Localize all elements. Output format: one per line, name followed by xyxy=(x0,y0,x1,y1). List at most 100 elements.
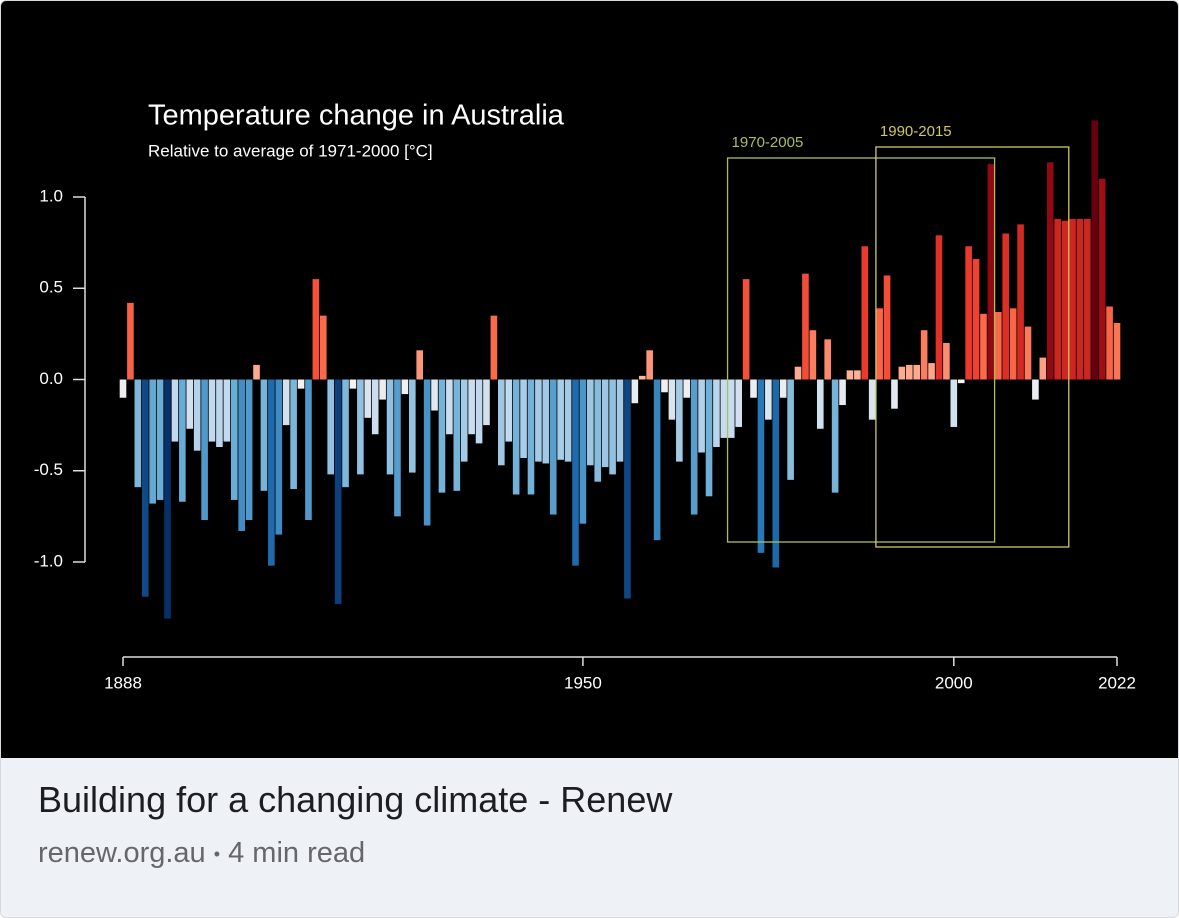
bar xyxy=(772,379,780,568)
article-meta: renew.org.au • 4 min read xyxy=(38,837,1158,870)
bar xyxy=(171,379,179,442)
bar xyxy=(357,379,364,475)
bar xyxy=(512,379,520,495)
bar xyxy=(1113,322,1121,380)
bar xyxy=(1009,308,1017,380)
bar xyxy=(690,379,698,515)
y-tick-label: 0.5 xyxy=(39,278,63,297)
separator: • xyxy=(213,843,221,864)
bar xyxy=(423,379,431,526)
bar xyxy=(824,339,832,380)
bar xyxy=(290,379,297,489)
bar xyxy=(141,379,149,597)
bar xyxy=(876,308,883,380)
bar xyxy=(995,311,1002,380)
bar xyxy=(127,302,134,380)
bar xyxy=(676,379,683,462)
bar xyxy=(757,379,765,553)
bar xyxy=(794,366,802,380)
bar xyxy=(164,379,171,619)
chart-image: Temperature change in Australia Relative… xyxy=(1,1,1178,758)
bar xyxy=(364,379,372,418)
annotation-label: 1990-2015 xyxy=(880,123,952,140)
bar xyxy=(846,370,854,380)
bar xyxy=(119,379,127,398)
bar xyxy=(260,379,268,491)
bar xyxy=(1091,120,1099,380)
bar xyxy=(572,379,579,566)
bar xyxy=(371,379,379,435)
bar xyxy=(839,379,846,406)
bar xyxy=(579,379,587,524)
y-tick-label: 1.0 xyxy=(39,186,63,205)
bar xyxy=(505,379,513,442)
bar xyxy=(557,379,564,460)
chart-title: Temperature change in Australia xyxy=(148,100,565,132)
bar xyxy=(319,315,327,380)
bar xyxy=(683,379,691,398)
chart-subtitle: Relative to average of 1971-2000 [°C] xyxy=(148,141,433,160)
bar xyxy=(905,364,913,380)
annotation-box xyxy=(726,157,996,543)
bar xyxy=(446,379,453,435)
y-tick-label: -0.5 xyxy=(34,460,63,479)
bar xyxy=(498,379,505,466)
bar xyxy=(928,363,935,380)
bar xyxy=(179,379,186,502)
bar xyxy=(1024,326,1032,380)
bar xyxy=(1046,162,1054,380)
bar xyxy=(957,379,965,384)
bar xyxy=(490,315,498,380)
y-tick-label: 0.0 xyxy=(39,369,63,388)
bar xyxy=(1002,233,1010,380)
bar xyxy=(868,379,876,420)
bar xyxy=(542,379,550,464)
bar xyxy=(705,379,713,497)
bar xyxy=(408,379,416,473)
bar xyxy=(527,379,535,495)
bar xyxy=(475,379,483,444)
bar xyxy=(698,379,705,453)
x-tick-label: 2022 xyxy=(1098,673,1136,692)
bar xyxy=(238,379,245,531)
bar xyxy=(972,259,980,380)
annotation-box xyxy=(875,146,1070,548)
y-tick-label: -1.0 xyxy=(34,551,63,570)
bar xyxy=(549,379,557,515)
bar xyxy=(898,366,906,380)
bar xyxy=(193,379,201,451)
x-tick-label: 1950 xyxy=(564,673,602,692)
bar xyxy=(312,279,320,380)
bar xyxy=(935,235,943,380)
bar xyxy=(646,350,653,380)
bar xyxy=(223,379,231,442)
bar xyxy=(282,379,290,426)
article-title[interactable]: Building for a changing climate - Renew xyxy=(38,779,673,820)
source: renew.org.au xyxy=(38,837,206,869)
bar xyxy=(965,246,972,380)
bar xyxy=(156,379,164,500)
bar xyxy=(186,379,194,429)
bar xyxy=(253,364,260,380)
bar xyxy=(653,379,661,541)
bar xyxy=(594,379,602,482)
bar xyxy=(802,273,809,380)
bar xyxy=(149,379,156,504)
bar xyxy=(1017,224,1024,380)
bar xyxy=(950,379,958,427)
bar xyxy=(305,379,312,521)
read-time: 4 min read xyxy=(228,837,366,869)
bar xyxy=(735,379,742,427)
bar xyxy=(535,379,542,462)
bar xyxy=(416,350,424,380)
bar xyxy=(245,379,253,521)
bar xyxy=(1039,357,1047,380)
bar xyxy=(431,379,438,411)
bar xyxy=(275,379,283,535)
bar xyxy=(609,379,616,475)
bar xyxy=(668,379,676,420)
bar xyxy=(913,364,921,380)
bar xyxy=(460,379,468,462)
bar xyxy=(787,379,794,480)
